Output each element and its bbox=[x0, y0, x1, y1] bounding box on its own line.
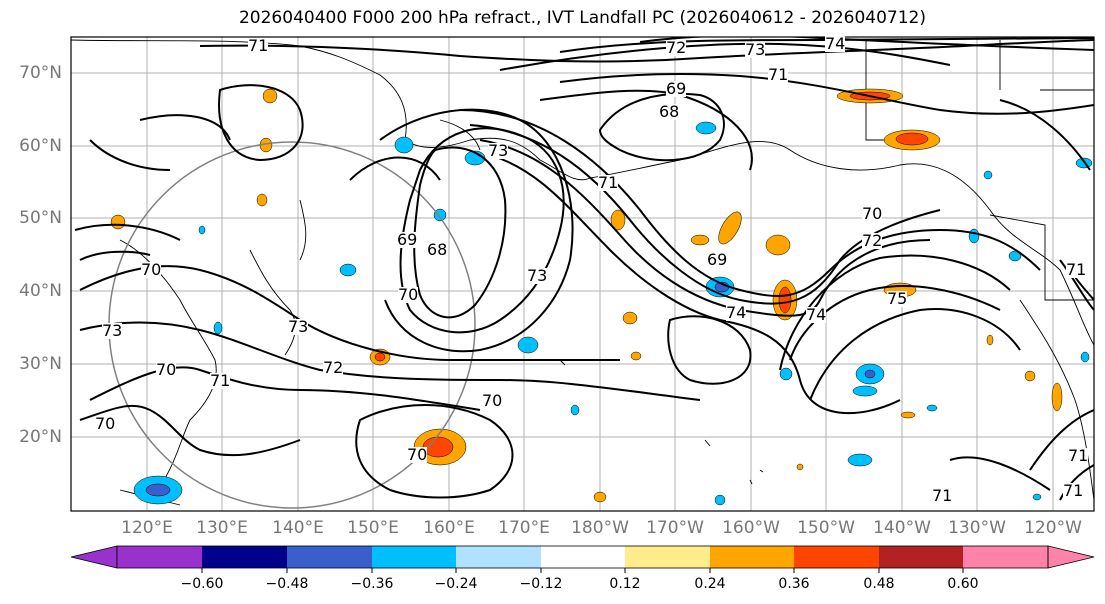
colorbar-tick-label: −0.12 bbox=[519, 576, 563, 592]
colorbar-tick-label: 0.36 bbox=[778, 576, 810, 592]
colorbar-tick-label: 0.48 bbox=[863, 576, 895, 592]
contour-label: 70 bbox=[862, 204, 883, 223]
lat-label: 50°N bbox=[19, 208, 62, 228]
colorbar-segment bbox=[541, 546, 625, 568]
contour-label: 68 bbox=[659, 102, 680, 121]
contour-label: 68 bbox=[427, 240, 448, 259]
lon-label: 140°W bbox=[873, 518, 931, 538]
contour-label: 71 bbox=[768, 65, 789, 84]
contour-label: 69 bbox=[707, 250, 728, 269]
map-panel bbox=[71, 37, 1094, 511]
contour-label: 71 bbox=[1063, 481, 1084, 500]
contour-label: 73 bbox=[745, 40, 766, 59]
contour-label: 71 bbox=[598, 173, 619, 192]
contour-label: 71 bbox=[932, 486, 953, 505]
shaded-anomaly-blobs bbox=[110, 88, 1093, 506]
colorbar-tick-label: −0.36 bbox=[350, 576, 394, 592]
contour-label: 71 bbox=[248, 36, 269, 55]
colorbar-segment bbox=[117, 546, 202, 568]
contour-label: 73 bbox=[488, 141, 509, 160]
colorbar-tick-label: 0.24 bbox=[694, 576, 726, 592]
colorbar-segment bbox=[456, 546, 541, 568]
lon-label: 120°W bbox=[1024, 518, 1082, 538]
colorbar-left-arrow bbox=[70, 545, 118, 569]
map-title: 2026040400 F000 200 hPa refract., IVT La… bbox=[238, 8, 926, 28]
lon-label: 130°E bbox=[196, 518, 248, 538]
colorbar-tick-label: 0.12 bbox=[609, 576, 641, 592]
lat-label: 60°N bbox=[19, 136, 62, 156]
colorbar-segment bbox=[963, 546, 1048, 568]
colorbar-segment bbox=[710, 546, 794, 568]
colorbar-right-arrow bbox=[1047, 545, 1095, 569]
contour-label: 73 bbox=[288, 317, 309, 336]
colorbar-tick-label: −0.48 bbox=[265, 576, 309, 592]
contour-label: 74 bbox=[726, 303, 747, 322]
colorbar-tick-label: −0.60 bbox=[180, 576, 224, 592]
lon-label: 140°E bbox=[272, 518, 324, 538]
contour-label: 71 bbox=[1068, 446, 1089, 465]
contour-label: 73 bbox=[527, 266, 548, 285]
lon-label: 170°E bbox=[498, 518, 550, 538]
lat-label: 20°N bbox=[19, 427, 62, 447]
lon-label: 130°W bbox=[948, 518, 1006, 538]
colorbar-tick-label: 0.60 bbox=[947, 576, 979, 592]
lon-label: 120°E bbox=[121, 518, 173, 538]
contour-label: 71 bbox=[210, 371, 231, 390]
contour-label: 70 bbox=[156, 360, 177, 379]
contour-label: 75 bbox=[887, 289, 908, 308]
map-frame bbox=[70, 36, 1095, 512]
contour-label: 72 bbox=[323, 358, 344, 377]
contour-label: 70 bbox=[482, 391, 503, 410]
contour-label: 73 bbox=[102, 321, 123, 340]
contour-label: 72 bbox=[862, 231, 883, 250]
lat-label: 70°N bbox=[19, 63, 62, 83]
contour-label: 70 bbox=[95, 414, 116, 433]
colorbar-segment bbox=[202, 546, 287, 568]
colorbar-tick-label: −0.24 bbox=[434, 576, 478, 592]
lon-label: 160°W bbox=[722, 518, 780, 538]
lon-label: 150°W bbox=[797, 518, 855, 538]
contour-label: 70 bbox=[407, 445, 428, 464]
colorbar-segment bbox=[372, 546, 456, 568]
contour-label: 72 bbox=[666, 38, 687, 57]
contour-label: 74 bbox=[806, 305, 827, 324]
colorbar-segment bbox=[287, 546, 372, 568]
colorbar-segment bbox=[879, 546, 963, 568]
colorbar-segment bbox=[794, 546, 879, 568]
colorbar-segment bbox=[625, 546, 710, 568]
contour-label: 74 bbox=[825, 34, 846, 53]
lat-label: 30°N bbox=[19, 354, 62, 374]
lon-label: 150°E bbox=[347, 518, 399, 538]
lon-label: 160°E bbox=[423, 518, 475, 538]
contour-label: 69 bbox=[666, 79, 687, 98]
colorbar bbox=[70, 545, 1095, 573]
lat-label: 40°N bbox=[19, 281, 62, 301]
contour-label: 69 bbox=[397, 230, 418, 249]
lon-label: 180°W bbox=[571, 518, 629, 538]
lon-label: 170°W bbox=[646, 518, 704, 538]
contour-label: 71 bbox=[1066, 260, 1087, 279]
contour-label: 70 bbox=[141, 260, 162, 279]
contour-label: 70 bbox=[398, 285, 419, 304]
